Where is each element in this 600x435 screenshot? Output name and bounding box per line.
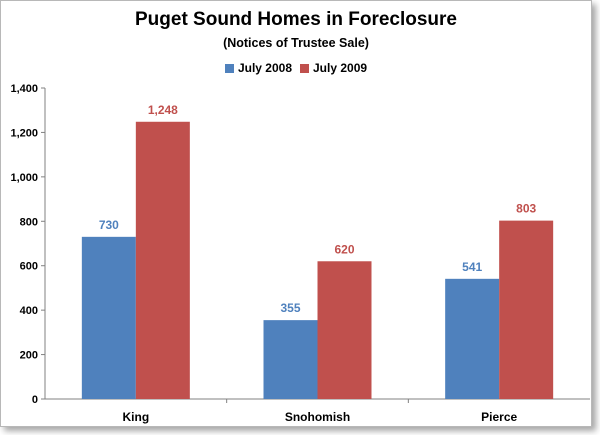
data-label: 730: [99, 218, 119, 232]
x-category-label: King: [122, 410, 149, 424]
legend-label-july-2009: July 2009: [313, 61, 368, 75]
legend-item-july-2009: July 2009: [300, 61, 367, 75]
data-label: 355: [280, 301, 300, 315]
bar: [317, 261, 372, 399]
y-tick-label: 1,200: [10, 127, 38, 139]
legend-swatch-july-2009: [300, 63, 309, 73]
data-label: 1,248: [148, 103, 178, 117]
data-label: 803: [516, 202, 536, 216]
y-tick-label: 200: [20, 350, 38, 362]
y-tick-label: 800: [20, 216, 38, 228]
chart-title: Puget Sound Homes in Foreclosure: [135, 9, 457, 30]
bar: [499, 220, 554, 399]
bar: [263, 320, 318, 399]
bar: [135, 121, 190, 399]
chart-subtitle: (Notices of Trustee Sale): [223, 36, 369, 50]
data-label: 541: [462, 260, 482, 274]
y-tick-label: 400: [20, 305, 38, 317]
legend-swatch-july-2008: [224, 63, 234, 73]
bar: [445, 278, 500, 399]
x-category-label: Pierce: [481, 410, 517, 424]
y-tick-label: 1,000: [10, 172, 38, 184]
bar: [81, 236, 136, 399]
data-label: 620: [334, 242, 354, 256]
legend-label-july-2008: July 2008: [237, 61, 292, 75]
y-tick-label: 600: [20, 261, 38, 273]
y-tick-label: 0: [32, 394, 38, 406]
y-tick-label: 1,400: [10, 83, 38, 95]
legend-item-july-2008: July 2008: [224, 61, 292, 75]
legend: July 2008 July 2009: [1, 61, 591, 75]
x-category-label: Snohomish: [285, 410, 350, 424]
